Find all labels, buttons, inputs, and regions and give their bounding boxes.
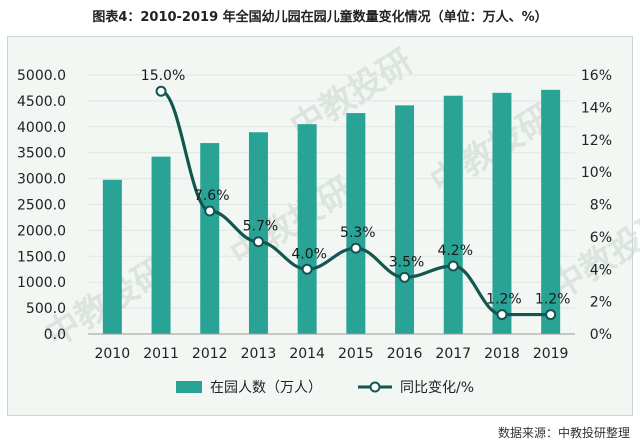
x-tick-label: 2010 — [95, 346, 131, 362]
growth-label-2019: 1.2% — [535, 292, 571, 308]
growth-label-2016: 3.5% — [389, 254, 425, 270]
growth-point-2019 — [545, 309, 557, 321]
y-right-tick-label: 2% — [590, 295, 612, 311]
y-right-tick-label: 14% — [581, 100, 612, 116]
bar-2012 — [200, 143, 220, 334]
growth-point-2015 — [350, 242, 362, 254]
growth-label-2017: 4.2% — [437, 243, 473, 259]
bar-2019 — [541, 89, 561, 335]
growth-point-2016 — [399, 271, 411, 283]
growth-label-2011: 15.0% — [141, 68, 185, 84]
y-right-tick-label: 8% — [590, 198, 612, 214]
legend: 在园人数（万人） 同比变化/% — [176, 380, 474, 396]
bar-2011 — [151, 156, 171, 334]
y-left-tick-label: 1000.0 — [17, 275, 66, 291]
chart-title: 图表4：2010-2019 年全国幼儿园在园儿童数量变化情况（单位：万人、%） — [92, 10, 548, 25]
y-left-tick-label: 5000.0 — [17, 68, 66, 84]
growth-point-2012 — [204, 205, 216, 217]
bar-2017 — [443, 95, 463, 334]
x-tick-label: 2017 — [435, 346, 471, 362]
growth-label-2013: 5.7% — [243, 219, 279, 235]
x-tick-label: 2014 — [289, 346, 325, 362]
y-right-tick-label: 10% — [581, 165, 612, 181]
growth-point-2014 — [301, 263, 313, 275]
x-tick-label: 2019 — [533, 346, 569, 362]
legend-line-marker — [369, 381, 381, 393]
x-tick-label: 2013 — [241, 346, 277, 362]
legend-line-label: 同比变化/% — [400, 380, 474, 396]
growth-point-2013 — [252, 236, 264, 248]
legend-bar-swatch — [176, 381, 202, 393]
y-left-tick-label: 2500.0 — [17, 198, 66, 214]
source-note: 数据来源：中教投研整理 — [497, 426, 630, 440]
growth-label-2014: 4.0% — [291, 246, 327, 262]
growth-point-2017 — [447, 260, 459, 272]
y-left-tick-label: 4500.0 — [17, 94, 66, 110]
y-left-tick-label: 2000.0 — [17, 223, 66, 239]
x-tick-label: 2015 — [338, 346, 374, 362]
x-tick-label: 2016 — [387, 346, 423, 362]
y-left-tick-label: 4000.0 — [17, 120, 66, 136]
y-left-tick-label: 3500.0 — [17, 146, 66, 162]
bar-series — [102, 89, 561, 335]
y-left-tick-label: 0.0 — [44, 327, 66, 343]
y-right-tick-label: 4% — [590, 262, 612, 278]
growth-label-2018: 1.2% — [486, 292, 522, 308]
y-right-tick-label: 6% — [590, 230, 612, 246]
x-tick-label: 2012 — [192, 346, 228, 362]
y-right-tick-label: 16% — [581, 68, 612, 84]
x-tick-label: 2011 — [143, 346, 179, 362]
bar-2013 — [248, 132, 268, 334]
growth-point-2018 — [496, 309, 508, 321]
growth-label-2012: 7.6% — [194, 188, 230, 204]
y-right-tick-label: 0% — [590, 327, 612, 343]
y-left-tick-label: 1500.0 — [17, 249, 66, 265]
y-left-tick-label: 500.0 — [26, 301, 66, 317]
bar-2016 — [395, 105, 415, 334]
axes: 0.0 500.0 1000.0 1500.0 2000.0 2500.0 3000.0 35… — [17, 68, 612, 362]
bar-2010 — [102, 179, 122, 334]
x-tick-label: 2018 — [484, 346, 520, 362]
growth-label-2015: 5.3% — [340, 225, 376, 241]
y-left-tick-label: 3000.0 — [17, 172, 66, 188]
line-series: 15.0% 7.6% 5.7% 4.0% 5.3% 3.5% 4.2% 1.2% 1.2% — [141, 68, 571, 321]
bar-2018 — [492, 92, 512, 334]
y-right-tick-label: 12% — [581, 133, 612, 149]
bar-2014 — [297, 124, 317, 334]
legend-bar-label: 在园人数（万人） — [210, 380, 322, 396]
growth-point-2011 — [155, 85, 167, 97]
bar-2015 — [346, 113, 366, 334]
